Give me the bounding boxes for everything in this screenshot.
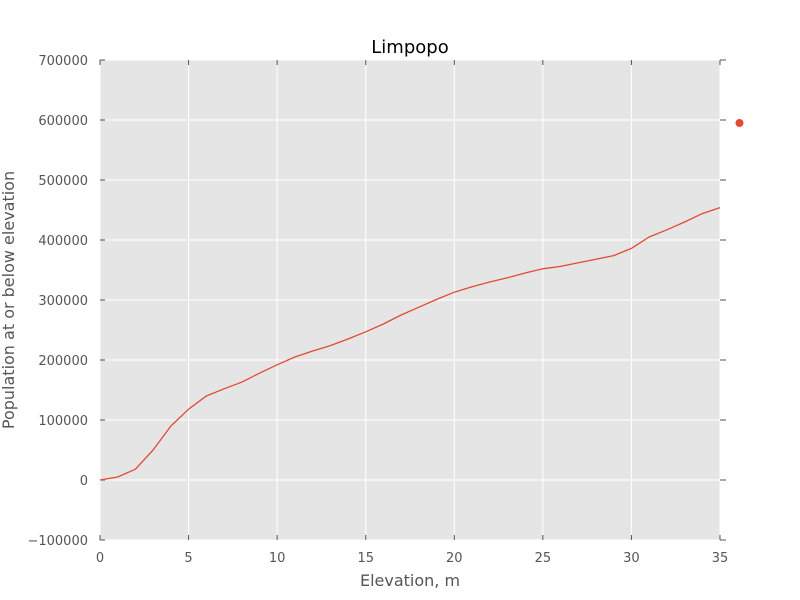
y-axis-label: Population at or below elevation [0, 171, 18, 429]
y-tick-label: 200000 [38, 354, 88, 369]
x-tick-label: 15 [357, 551, 374, 566]
x-tick-label: 0 [96, 551, 104, 566]
x-tick-label: 10 [269, 551, 286, 566]
axis-ticks [99, 59, 726, 541]
y-tick-label: 700000 [38, 54, 88, 69]
y-tick-label: 500000 [38, 174, 88, 189]
y-tick-label: 600000 [38, 114, 88, 129]
grid-lines [99, 59, 721, 541]
y-tick-label: −100000 [27, 534, 88, 549]
y-tick-label: 300000 [38, 294, 88, 309]
y-tick-label: 0 [80, 474, 88, 489]
x-axis-label: Elevation, m [360, 571, 460, 590]
tick-labels: 0 5 10 15 20 25 30 35 −100000 0 100000 200000 300000… [27, 54, 728, 566]
series-layer [99, 206, 721, 481]
annotation-point [735, 119, 744, 127]
x-tick-label: 25 [535, 551, 552, 566]
x-tick-label: 30 [623, 551, 640, 566]
x-tick-label: 5 [184, 551, 192, 566]
y-tick-label: 100000 [38, 414, 88, 429]
x-tick-label: 20 [446, 551, 463, 566]
series-line [99, 206, 721, 481]
y-tick-label: 400000 [38, 234, 88, 249]
chart-title: Limpopo [371, 37, 448, 58]
x-tick-label: 35 [712, 551, 729, 566]
annotation-layer [735, 119, 744, 127]
